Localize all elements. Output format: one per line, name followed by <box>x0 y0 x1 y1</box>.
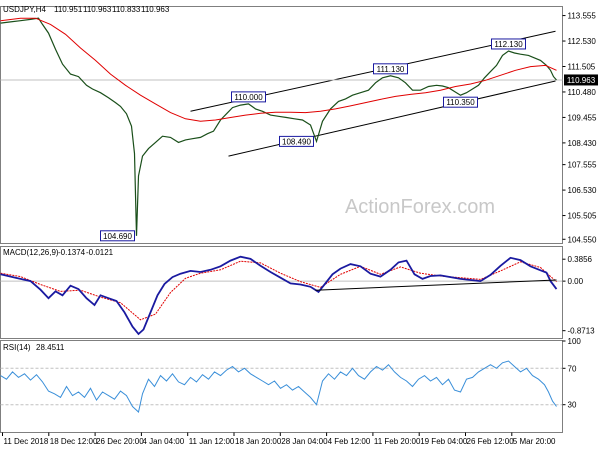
time-tick-label: 4 Feb 12:00 <box>328 437 371 446</box>
annotation-box <box>373 63 408 75</box>
time-tick-label: 11 Jan 12:00 <box>189 437 235 446</box>
macd-signal-value: -0.0121 <box>86 248 114 257</box>
annotation-box <box>491 38 526 50</box>
annotation-label: 108.490 <box>282 137 311 146</box>
macd-tick-label: -0.8713 <box>568 327 596 336</box>
annotation-box <box>443 96 478 108</box>
time-tick-label: 11 Dec 2018 <box>4 437 49 446</box>
annotation-label: 110.350 <box>446 98 475 107</box>
macd-header: MACD(12,26,9) -0.1374 -0.0121 <box>3 248 114 257</box>
rsi-tick-label: 100 <box>568 337 582 346</box>
price-annotation: 104.690 <box>100 230 135 242</box>
time-tick-label: 19 Feb 04:00 <box>420 437 468 446</box>
price-annotation: 112.130 <box>491 38 526 50</box>
annotation-label: 112.130 <box>494 40 523 49</box>
price-tick-label: 111.505 <box>568 62 596 71</box>
rsi-value: 28.4511 <box>36 343 65 352</box>
price-annotation: 110.350 <box>443 96 478 108</box>
rsi-tick-label: 30 <box>568 401 577 410</box>
price-annotation: 108.490 <box>279 135 314 147</box>
price-annotation: 110.000 <box>231 91 266 103</box>
time-tick-label: 4 Jan 04:00 <box>142 437 184 446</box>
macd-main-line <box>0 255 558 336</box>
time-tick-label: 26 Feb 12:00 <box>467 437 515 446</box>
time-tick-label: 5 Mar 20:00 <box>513 437 556 446</box>
current-price-tag: 110.963 <box>564 74 598 86</box>
annotation-label: 111.130 <box>377 65 405 74</box>
macd-trendline <box>315 279 557 291</box>
annotation-box <box>100 230 135 242</box>
price-tick-label: 105.505 <box>568 212 597 221</box>
price-pane-frame <box>0 6 563 244</box>
current-price-box <box>564 74 598 86</box>
close-value: 110.963 <box>141 5 170 14</box>
price-tick-label: 108.430 <box>568 139 597 148</box>
time-tick-label: 11 Feb 20:00 <box>374 437 421 446</box>
price-tick-label: 106.530 <box>568 186 597 195</box>
macd-tick-label: 0.3856 <box>568 255 593 264</box>
price-tick-label: 109.455 <box>568 113 597 122</box>
annotation-box <box>231 91 266 103</box>
high-value: 110.963 <box>83 5 112 14</box>
open-value: 110.951 <box>54 5 83 14</box>
time-tick-label: 28 Jan 04:00 <box>281 437 328 446</box>
time-tick-label: 18 Dec 12:00 <box>50 437 98 446</box>
macd-axis: 0.3856 0.00 -0.8713 <box>562 255 596 336</box>
macd-pane-frame <box>0 246 563 339</box>
price-series <box>0 17 557 236</box>
low-value: 110.833 <box>112 5 141 14</box>
price-tick-label: 112.530 <box>568 37 597 46</box>
annotation-label: 110.000 <box>234 93 263 102</box>
price-tick-label: 107.555 <box>568 161 597 170</box>
rsi-pane-frame <box>0 340 563 433</box>
annotation-box <box>279 135 314 147</box>
rsi-name: RSI(14) <box>3 343 31 352</box>
symbol-label: USDJPY,H4 <box>3 5 47 14</box>
current-price-label: 110.963 <box>567 76 596 85</box>
price-tick-label: 113.555 <box>568 12 597 21</box>
watermark: ActionForex.com <box>345 196 495 218</box>
rsi-tick-label: 70 <box>568 364 577 373</box>
time-tick-label: 18 Jan 20:00 <box>235 437 282 446</box>
annotation-label: 104.690 <box>103 232 132 241</box>
macd-main-value: -0.1374 <box>58 248 86 257</box>
rsi-header: RSI(14) 28.4511 <box>3 343 65 352</box>
rsi-axis: 100 70 30 <box>0 337 582 410</box>
price-tick-label: 104.550 <box>568 235 597 244</box>
macd-name: MACD(12,26,9) <box>3 248 59 257</box>
price-axis: 113.555 112.530 111.505 110.480 109.455 108.4… <box>562 12 597 244</box>
macd-tick-label: 0.00 <box>568 277 584 286</box>
price-header: USDJPY,H4 110.951 110.963 110.833 110.96… <box>3 5 170 14</box>
time-tick-label: 26 Dec 20:00 <box>96 437 144 446</box>
rsi-line <box>0 360 557 413</box>
macd-signal-line <box>0 260 557 321</box>
moving-average-line <box>0 17 557 122</box>
price-tick-label: 110.480 <box>568 88 597 97</box>
price-annotations: 104.690 110.000 108.490 111.130 110.350 112.1… <box>100 38 526 242</box>
price-annotation: 111.130 <box>373 63 408 75</box>
